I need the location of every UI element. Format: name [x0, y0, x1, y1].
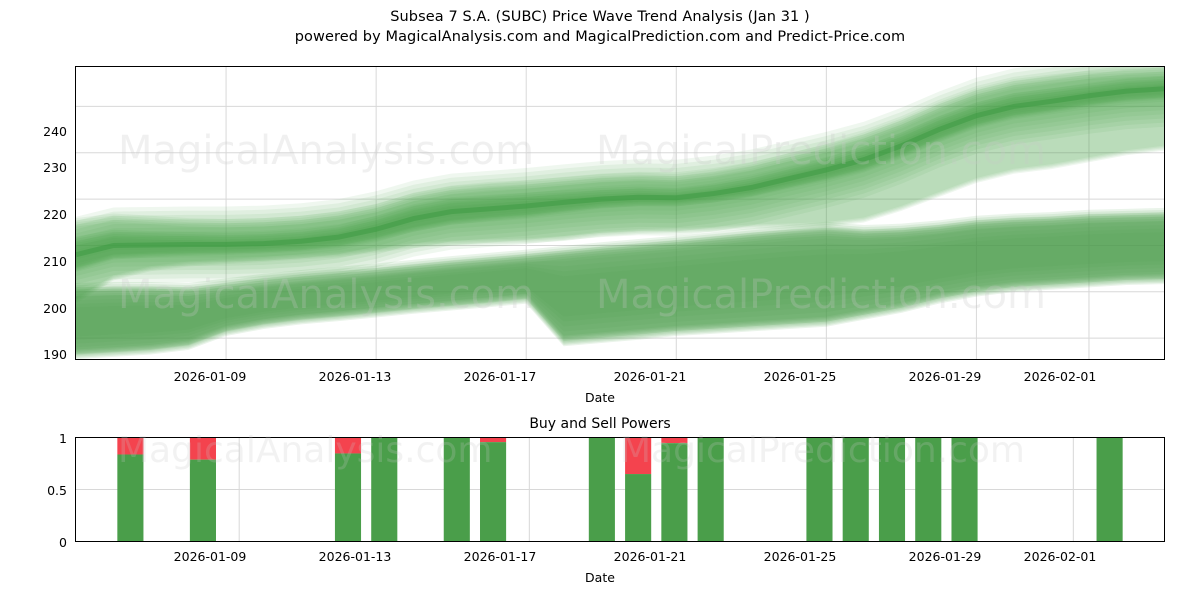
lower-outer-band-layer-3 — [76, 209, 1164, 356]
buy-power-bar — [1096, 438, 1123, 541]
buy-power-bar — [915, 438, 942, 541]
x-tick-4: 2026-01-25 — [763, 369, 837, 384]
upper-outer-band-layer-4 — [76, 67, 1164, 299]
lower-center-ribbon-0 — [76, 221, 1164, 348]
upper-outer-band-layer-1 — [76, 73, 1164, 303]
y-tick-190: 190 — [43, 347, 67, 362]
signal-gridlines — [76, 438, 1164, 541]
lower-core-band-layer-2 — [76, 216, 1164, 353]
signal-chart-title: Buy and Sell Powers — [529, 416, 671, 432]
x-tick-6: 2026-02-01 — [1023, 369, 1097, 384]
upper-core-band-layer-0 — [76, 85, 1164, 272]
signal-x-tick-3: 2026-01-21 — [613, 549, 687, 564]
price-x-axis-title: Date — [585, 390, 615, 405]
signal-x-tick-6: 2026-02-01 — [1023, 549, 1097, 564]
upper-center-ribbon-2 — [76, 75, 1164, 268]
buy-sell-powers-svg — [76, 438, 1164, 541]
buy-power-bar — [661, 443, 688, 541]
lower-outer-band-layer-2 — [76, 212, 1164, 357]
buy-power-bar — [625, 474, 652, 541]
sell-power-bar — [189, 438, 216, 460]
lower-core-band-layer-4 — [76, 212, 1164, 350]
y-tick-240: 240 — [43, 124, 67, 139]
sell-power-bar — [625, 438, 652, 475]
lower-outer-band-layer-0 — [76, 216, 1164, 359]
buy-power-bar — [117, 454, 144, 541]
lower-core-band-layer-0 — [76, 220, 1164, 355]
price-wave-svg — [76, 67, 1164, 359]
signal-x-tick-4: 2026-01-25 — [763, 549, 837, 564]
signal-x-tick-1: 2026-01-13 — [318, 549, 392, 564]
x-tick-5: 2026-01-29 — [908, 369, 982, 384]
signal-x-tick-0: 2026-01-09 — [173, 549, 247, 564]
x-tick-2: 2026-01-17 — [463, 369, 537, 384]
buy-power-bar — [878, 438, 906, 541]
x-tick-1: 2026-01-13 — [318, 369, 392, 384]
lower-center-ribbon-3 — [76, 232, 1164, 337]
signal-x-tick-5: 2026-01-29 — [908, 549, 982, 564]
y-tick-220: 220 — [43, 207, 67, 222]
sell-power-bar — [117, 438, 144, 455]
lower-center-ribbon-2 — [76, 228, 1164, 340]
sell-power-bar — [661, 438, 688, 444]
buy-power-bar — [443, 438, 470, 541]
buy-power-bar — [371, 438, 398, 541]
page-title: Subsea 7 S.A. (SUBC) Price Wave Trend An… — [390, 9, 810, 25]
upper-outer-band-layer-0 — [76, 75, 1164, 304]
lower-outer-band-layer-1 — [76, 214, 1164, 358]
buy-power-bar — [480, 442, 507, 541]
upper-core-band-layer-3 — [76, 78, 1164, 268]
lower-center-ribbon-1 — [76, 225, 1164, 344]
page-subtitle: powered by MagicalAnalysis.com and Magic… — [294, 28, 906, 45]
upper-center-ribbon-4 — [76, 67, 1164, 277]
signal-x-axis-title: Date — [585, 570, 615, 585]
upper-wave-trend-line — [76, 86, 1164, 258]
y-tick-210: 210 — [43, 254, 67, 269]
x-tick-3: 2026-01-21 — [613, 369, 687, 384]
x-tick-0: 2026-01-09 — [173, 369, 247, 384]
y-tick-200: 200 — [43, 301, 67, 316]
upper-center-ribbon-6 — [76, 67, 1164, 285]
buy-power-bar — [951, 438, 978, 541]
y-tick-230: 230 — [43, 160, 67, 175]
buy-power-bar — [189, 459, 216, 541]
upper-outer-band-layer-2 — [76, 71, 1164, 302]
chart-title-block: Subsea 7 S.A. (SUBC) Price Wave Trend An… — [0, 8, 1200, 47]
buy-power-bar — [697, 438, 724, 541]
upper-center-ribbon-3 — [76, 71, 1164, 272]
buy-sell-powers-chart — [75, 437, 1165, 542]
upper-outer-band-layer-3 — [76, 69, 1164, 300]
lower-outer-band-layer-4 — [76, 207, 1164, 355]
buy-power-bar — [334, 453, 362, 541]
buy-power-bar — [588, 438, 615, 541]
signal-x-tick-2: 2026-01-17 — [463, 549, 537, 564]
sell-power-bar — [334, 438, 362, 454]
lower-core-band-layer-1 — [76, 218, 1164, 354]
signal-y-tick-0: 0 — [59, 535, 67, 550]
upper-core-band-layer-4 — [76, 76, 1164, 267]
signal-y-tick-1: 1 — [59, 431, 67, 446]
sell-power-bar — [480, 438, 507, 443]
price-wave-chart — [75, 66, 1165, 360]
upper-center-ribbon-5 — [76, 67, 1164, 281]
buy-power-bar — [842, 438, 869, 541]
buy-power-bar — [806, 438, 833, 541]
lower-core-band-layer-3 — [76, 214, 1164, 351]
signal-y-tick-05: 0.5 — [47, 483, 67, 498]
